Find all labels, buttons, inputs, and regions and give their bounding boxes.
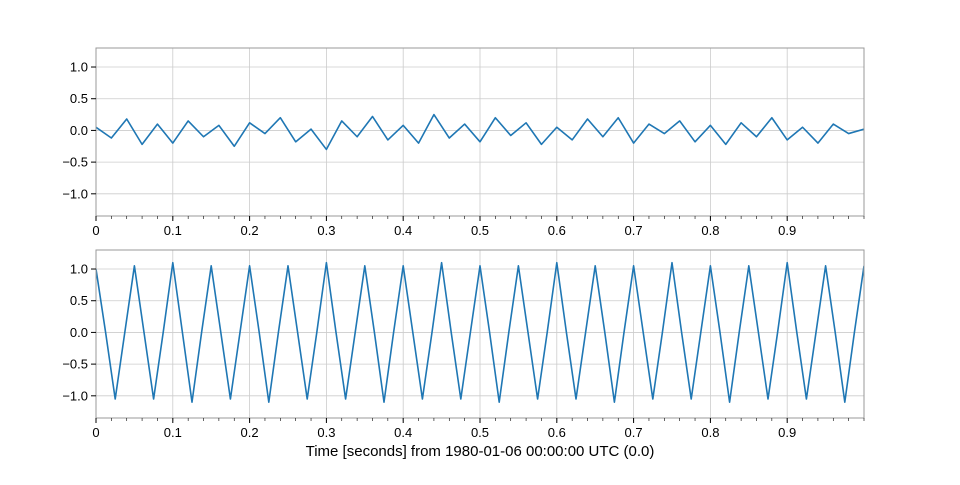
top-y-ticks: −1.0 −0.5 0.0 0.5 1.0 <box>62 60 96 201</box>
bottom-y-ticks: −1.0 −0.5 0.0 0.5 1.0 <box>62 262 96 403</box>
x-tick-label: 0.4 <box>394 425 412 440</box>
bottom-x-ticks: 0 0.1 0.2 0.3 0.4 0.5 0.6 0.7 0.8 0.9 <box>92 418 865 440</box>
x-tick-label: 0.1 <box>164 223 182 238</box>
x-tick-label: 0.2 <box>241 223 259 238</box>
top-x-ticks: 0 0.1 0.2 0.3 0.4 0.5 0.6 0.7 0.8 0.9 <box>92 216 865 238</box>
x-tick-label: 0.9 <box>778 223 796 238</box>
x-tick-label: 0.2 <box>241 425 259 440</box>
x-axis-label: Time [seconds] from 1980-01-06 00:00:00 … <box>306 443 655 460</box>
x-tick-label: 0.1 <box>164 425 182 440</box>
y-tick-label: 0.5 <box>70 91 88 106</box>
bottom-axes: 0 0.1 0.2 0.3 0.4 0.5 0.6 0.7 0.8 0.9 −1.0 −0.5 0.0… <box>62 249 865 440</box>
x-tick-label: 0.8 <box>701 425 719 440</box>
x-tick-label: 0.6 <box>548 223 566 238</box>
y-tick-label: −1.0 <box>62 388 88 403</box>
top-grid <box>95 48 864 216</box>
x-tick-label: 0.8 <box>701 223 719 238</box>
y-tick-label: −1.0 <box>62 186 88 201</box>
x-tick-label: 0.3 <box>317 425 335 440</box>
y-tick-label: 1.0 <box>70 60 88 75</box>
x-tick-label: 0 <box>92 223 99 238</box>
series-line <box>96 261 864 403</box>
x-tick-label: 0.4 <box>394 223 412 238</box>
x-tick-label: 0.7 <box>625 223 643 238</box>
top-axes: 0 0.1 0.2 0.3 0.4 0.5 0.6 0.7 0.8 0.9 −1.0 −0.5 0.0… <box>62 47 865 238</box>
y-tick-label: 0.0 <box>70 123 88 138</box>
top-series-group <box>96 113 864 151</box>
y-tick-label: 0.0 <box>70 325 88 340</box>
y-tick-label: −0.5 <box>62 357 88 372</box>
x-tick-label: 0.5 <box>471 425 489 440</box>
x-tick-label: 0.3 <box>317 223 335 238</box>
x-tick-label: 0.6 <box>548 425 566 440</box>
x-tick-label: 0.9 <box>778 425 796 440</box>
x-tick-label: 0.5 <box>471 223 489 238</box>
series-line <box>96 113 864 151</box>
bottom-series-group <box>96 261 864 403</box>
x-tick-label: 0 <box>92 425 99 440</box>
y-tick-label: −0.5 <box>62 155 88 170</box>
x-tick-label: 0.7 <box>625 425 643 440</box>
bottom-grid <box>95 250 864 418</box>
y-tick-label: 1.0 <box>70 262 88 277</box>
y-tick-label: 0.5 <box>70 293 88 308</box>
